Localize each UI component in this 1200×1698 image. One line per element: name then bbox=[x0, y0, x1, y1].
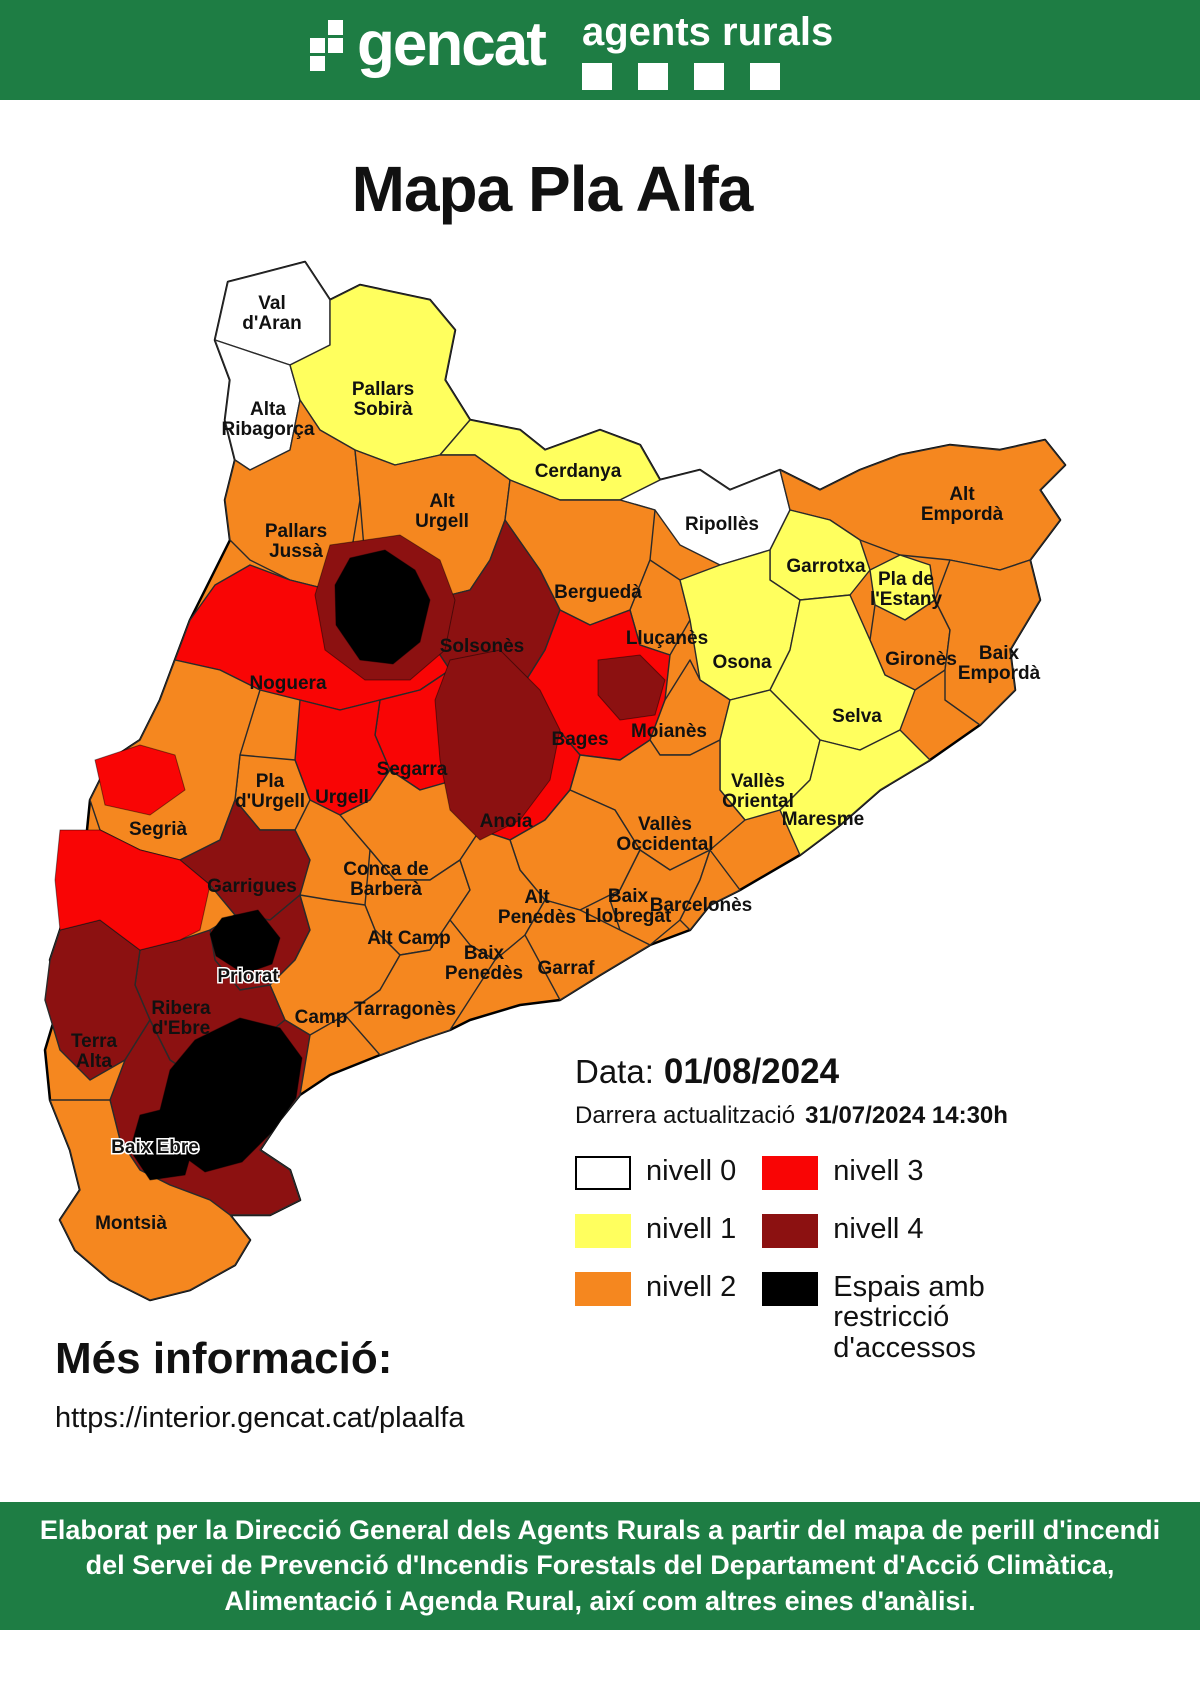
map-label-urgell: Urgell bbox=[315, 787, 369, 808]
legend-label-5: Espais amb restricció d'accessos bbox=[833, 1271, 985, 1364]
legend-item-4: nivell 4 bbox=[762, 1214, 1058, 1248]
update-value: 31/07/2024 14:30h bbox=[805, 1102, 1008, 1129]
map-label-llucanes: Lluçanès bbox=[626, 628, 708, 649]
overlay-segria-3 bbox=[94, 744, 186, 816]
map-label-valles-occidental: Vallès Occidental bbox=[616, 814, 713, 855]
overlay-priorat-restriccio bbox=[209, 909, 281, 975]
map-label-pla-urgell: Pla d'Urgell bbox=[235, 771, 305, 812]
map-label-terra-alta: Terra Alta bbox=[71, 1031, 118, 1072]
catalonia-map: Val d'Aran Alta Ribagorça Pallars Sobirà Cerda… bbox=[43, 260, 1067, 1302]
map-label-baix-emporda: Baix Empordà bbox=[958, 643, 1041, 684]
legend-item-3: nivell 3 bbox=[762, 1156, 1058, 1190]
legend-label-3: nivell 3 bbox=[833, 1155, 924, 1187]
map-label-montsia: Montsià bbox=[95, 1213, 167, 1234]
map-label-moianes: Moianès bbox=[631, 721, 707, 742]
map-label-priorat: Priorat bbox=[217, 966, 279, 987]
map-label-garraf: Garraf bbox=[537, 958, 595, 979]
legend-swatch-3 bbox=[762, 1156, 819, 1190]
map-label-baix-llobregat: Baix Llobregat bbox=[585, 886, 672, 927]
map-label-osona: Osona bbox=[712, 652, 772, 673]
more-info-heading: Més informació: bbox=[55, 1334, 393, 1383]
map-label-tarragones: Tarragonès bbox=[354, 999, 456, 1020]
legend-swatch-1 bbox=[575, 1214, 631, 1248]
more-info-block: Més informació: https://interior.gencat.… bbox=[55, 1334, 464, 1435]
overlay-nord-restriccio bbox=[334, 549, 431, 665]
legend-label-1: nivell 1 bbox=[646, 1213, 737, 1245]
legend-item-1: nivell 1 bbox=[575, 1214, 736, 1248]
map-label-val-daran: Val d'Aran bbox=[242, 293, 301, 334]
map-label-baix-penedes: Baix Penedès bbox=[445, 943, 523, 984]
map-label-garrigues: Garrigues bbox=[207, 876, 297, 897]
map-label-ripolles: Ripollès bbox=[685, 514, 759, 535]
more-info-url: https://interior.gencat.cat/plaalfa bbox=[55, 1402, 465, 1434]
map-label-barcelones: Barcelonès bbox=[650, 895, 752, 916]
date-value: 01/08/2024 bbox=[663, 1052, 840, 1091]
map-label-baix-camp: Camp bbox=[295, 1007, 348, 1028]
overlay-ebre-restriccio-2 bbox=[129, 1104, 196, 1181]
map-label-baix-ebre: Baix Ebre bbox=[111, 1137, 199, 1158]
overlay-centre-4 bbox=[434, 649, 561, 841]
region-tarragones bbox=[344, 919, 496, 1056]
legend-swatch-0 bbox=[575, 1156, 631, 1190]
map-label-solsones: Solsonès bbox=[440, 636, 524, 657]
legend-label-0: nivell 0 bbox=[646, 1155, 737, 1187]
map-label-valles-oriental: Vallès Oriental bbox=[722, 771, 794, 812]
overlay-ponent-3 bbox=[54, 829, 211, 951]
map-label-pallars-sobira: Pallars Sobirà bbox=[352, 379, 414, 420]
agents-rurals-squares-icon bbox=[582, 63, 833, 90]
map-label-alt-camp: Alt Camp bbox=[367, 928, 450, 949]
overlay-bages-4 bbox=[597, 654, 666, 721]
legend-label-4: nivell 4 bbox=[833, 1213, 924, 1245]
legend: nivell 0 nivell 1 nivell 2 nivell 3 nivell 4… bbox=[575, 1156, 1065, 1363]
map-label-pla-estany: Pla de l'Estany bbox=[870, 569, 943, 610]
map-label-garrotxa: Garrotxa bbox=[786, 556, 866, 577]
legend-item-5: Espais amb restricció d'accessos bbox=[762, 1272, 1058, 1363]
header-bar: gencat agents rurals bbox=[0, 0, 1200, 100]
map-label-alt-emporda: Alt Empordà bbox=[921, 484, 1004, 525]
map-label-maresme: Maresme bbox=[782, 809, 864, 830]
map-label-segarra: Segarra bbox=[377, 759, 448, 780]
map-label-anoia: Anoia bbox=[480, 811, 533, 832]
map-label-bergueda: Berguedà bbox=[554, 582, 642, 603]
legend-panel: Data: 01/08/2024 Darrera actualització 31/… bbox=[575, 1052, 1065, 1363]
region-garrigues bbox=[179, 799, 311, 921]
gencat-logo-text: gencat bbox=[357, 10, 547, 79]
update-line: Darrera actualització 31/07/2024 14:30h bbox=[575, 1102, 1065, 1130]
map-label-girones: Gironès bbox=[885, 649, 957, 670]
legend-swatch-2 bbox=[575, 1272, 631, 1306]
legend-item-0: nivell 0 bbox=[575, 1156, 736, 1190]
region-maresme bbox=[779, 729, 931, 856]
map-label-ribera-ebre: Ribera d'Ebre bbox=[151, 998, 211, 1039]
legend-label-2: nivell 2 bbox=[646, 1271, 737, 1303]
footer-bar: Elaborat per la Direcció General dels Ag… bbox=[0, 1502, 1200, 1630]
map-label-cerdanya: Cerdanya bbox=[535, 461, 622, 482]
update-label: Darrera actualització bbox=[575, 1102, 796, 1129]
gencat-logo: gencat bbox=[310, 10, 547, 79]
agents-rurals-brand: agents rurals bbox=[582, 10, 833, 90]
map-label-alta-ribagorca: Alta Ribagorça bbox=[222, 399, 315, 440]
map-label-bages: Bages bbox=[551, 729, 608, 750]
map-label-alt-urgell: Alt Urgell bbox=[415, 491, 469, 532]
footer-text: Elaborat per la Direcció General dels Ag… bbox=[39, 1515, 1161, 1616]
map-label-selva: Selva bbox=[832, 706, 882, 727]
map-label-noguera: Noguera bbox=[249, 673, 327, 694]
date-line: Data: 01/08/2024 bbox=[575, 1052, 1065, 1092]
region-garraf bbox=[524, 899, 651, 1001]
map-label-segria: Segrià bbox=[129, 819, 188, 840]
legend-swatch-4 bbox=[762, 1214, 819, 1248]
date-label: Data: bbox=[575, 1053, 654, 1090]
map-label-pallars-jussa: Pallars Jussà bbox=[265, 521, 327, 562]
region-montsia bbox=[49, 1099, 251, 1301]
gencat-logo-mark-icon bbox=[310, 19, 343, 71]
legend-swatch-5 bbox=[762, 1272, 819, 1306]
map-label-conca-barbera: Conca de Barberà bbox=[343, 859, 429, 900]
map-label-alt-penedes: Alt Penedès bbox=[498, 887, 576, 928]
region-baix-emporda bbox=[934, 559, 1041, 726]
region-pallars-jussa bbox=[224, 399, 361, 591]
legend-item-2: nivell 2 bbox=[575, 1272, 736, 1363]
agents-rurals-text: agents rurals bbox=[582, 10, 834, 54]
region-barcelones bbox=[679, 849, 741, 931]
page-title: Mapa Pla Alfa bbox=[351, 153, 754, 225]
